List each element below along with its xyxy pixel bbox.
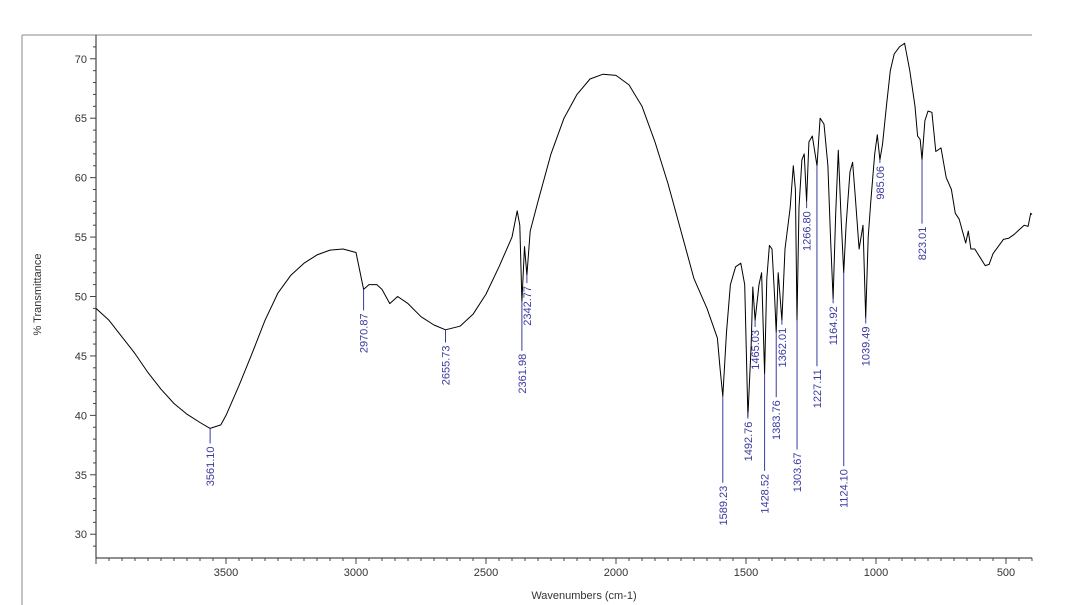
peak-label: 1164.92 xyxy=(828,306,840,345)
x-tick-label: 2500 xyxy=(474,567,498,579)
y-tick-label: 55 xyxy=(75,232,87,244)
peak-label: 2342.77 xyxy=(522,286,534,326)
peak-label: 1266.80 xyxy=(802,211,814,251)
peak-label: 1383.76 xyxy=(771,400,783,440)
peak-label: 1039.49 xyxy=(861,327,873,367)
peak-label: 1589.23 xyxy=(718,486,730,526)
peak-annotations: 3561.10 2970.87 2655.73 2361.98 2342.77 1589.… xyxy=(205,159,929,526)
spectrum-line xyxy=(95,42,1033,429)
y-tick-label: 40 xyxy=(75,410,87,422)
y-tick-label: 60 xyxy=(75,173,87,185)
peak-label: 3561.10 xyxy=(205,447,217,487)
peak-label: 2970.87 xyxy=(359,313,371,353)
peak-label: 1428.52 xyxy=(760,474,772,514)
x-tick-label: 500 xyxy=(997,567,1015,579)
y-tick-label: 45 xyxy=(75,351,87,363)
peak-label: 1362.01 xyxy=(777,328,789,368)
x-tick-label: 3000 xyxy=(344,567,368,579)
x-axis-title: Wavenumbers (cm-1) xyxy=(531,590,636,602)
peak-label: 1303.67 xyxy=(792,453,804,493)
y-tick-label: 35 xyxy=(75,470,87,482)
y-axis-title: % Transmittance xyxy=(32,254,44,336)
peak-label: 1227.11 xyxy=(812,369,824,408)
peak-label: 1124.10 xyxy=(839,469,851,508)
x-tick-label: 1500 xyxy=(734,567,758,579)
peak-label: 2361.98 xyxy=(517,354,529,394)
peak-label: 2655.73 xyxy=(441,346,453,386)
x-tick-label: 3500 xyxy=(214,567,238,579)
peak-label: 1465.03 xyxy=(750,330,762,370)
x-tick-label: 1000 xyxy=(864,567,888,579)
y-tick-label: 30 xyxy=(75,529,87,541)
y-tick-label: 50 xyxy=(75,292,87,304)
peak-label: 1492.76 xyxy=(743,422,755,462)
peak-label: 985.06 xyxy=(875,166,887,200)
y-tick-label: 65 xyxy=(75,113,87,125)
y-tick-label: 70 xyxy=(75,54,87,66)
peak-label: 823.01 xyxy=(917,227,929,261)
y-axis: 30 35 40 45 50 55 60 65 70 xyxy=(75,46,96,547)
spectrum-series xyxy=(95,42,1033,429)
x-tick-label: 2000 xyxy=(604,567,628,579)
x-axis: 3500 3000 2500 2000 1500 1000 500 xyxy=(95,558,1033,579)
